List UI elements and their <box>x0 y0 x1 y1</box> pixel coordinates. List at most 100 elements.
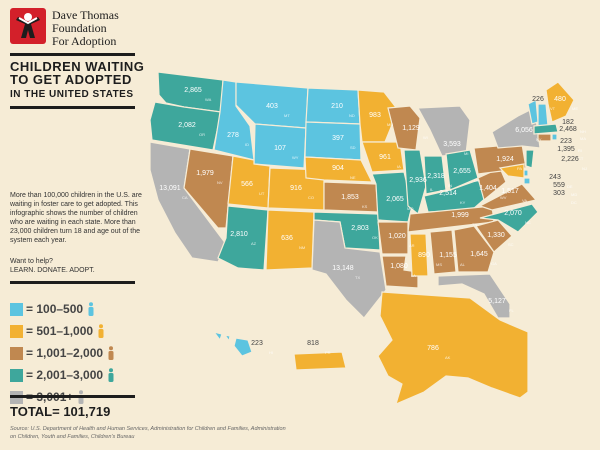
foundation-name: Dave Thomas Foundation For Adoption <box>52 9 119 48</box>
state-abbr-ar: AR <box>409 243 415 248</box>
state-abbr-va: VA <box>522 198 527 203</box>
state-abbr-ia: IA <box>397 164 401 169</box>
state-shape-ma <box>533 123 559 135</box>
state-abbr-ga: GA <box>491 261 497 266</box>
help-line2: LEARN. DONATE. ADOPT. <box>10 267 95 274</box>
state-value-wv: 1,404 <box>479 185 497 192</box>
state-abbr-nm: NM <box>299 245 305 250</box>
state-abbr-nv: NV <box>217 180 223 185</box>
state-abbr-hi: HI <box>269 350 273 355</box>
state-abbr-ca: CA <box>182 195 188 200</box>
state-abbr-dc: DC <box>571 200 577 205</box>
state-value-az: 2,810 <box>230 231 248 238</box>
legend-swatch <box>10 324 23 338</box>
state-abbr-in: IN <box>448 183 452 188</box>
state-value-nh: 182 <box>562 119 574 126</box>
state-shape-ga <box>453 225 495 273</box>
state-abbr-mo: MO <box>407 206 413 211</box>
state-value-wy: 107 <box>274 145 286 152</box>
state-abbr-md: MD <box>571 192 577 197</box>
state-shape-ar <box>377 221 409 255</box>
state-value-ne: 904 <box>332 165 344 172</box>
state-value-me: 480 <box>554 96 566 103</box>
state-abbr-ma: MA <box>580 136 586 141</box>
state-abbr-nh: NH <box>580 129 586 134</box>
title-line2: TO GET ADOPTED <box>10 72 132 87</box>
state-value-va: 1,517 <box>501 188 519 195</box>
state-shape-wy <box>253 123 307 169</box>
state-value-ia: 961 <box>379 154 391 161</box>
state-abbr-sc: SC <box>508 242 514 247</box>
state-value-wi: 1,129 <box>402 125 420 132</box>
state-abbr-co: CO <box>308 195 314 200</box>
state-value-ak: 786 <box>427 345 439 352</box>
state-value-id: 278 <box>227 132 239 139</box>
state-abbr-oh: OH <box>474 178 480 183</box>
legend-label: = 501–1,000 <box>26 324 94 338</box>
state-abbr-ok: OK <box>372 235 378 240</box>
state-abbr-ky: KY <box>460 200 466 205</box>
state-value-ca: 13,091 <box>159 185 181 192</box>
state-shape-va <box>478 183 538 211</box>
state-abbr-al: AL <box>460 262 466 267</box>
state-abbr-ct: CT <box>578 156 584 161</box>
state-value-ks: 1,853 <box>341 194 359 201</box>
state-value-vt: 226 <box>532 96 544 103</box>
state-shape-wi <box>387 105 421 151</box>
legend-rule <box>10 281 135 284</box>
state-shape-ri <box>551 133 558 141</box>
state-value-wa: 2,865 <box>184 87 202 94</box>
state-value-ga: 1,645 <box>470 251 488 258</box>
state-abbr-ak: AK <box>445 355 451 360</box>
state-abbr-nj: NJ <box>582 166 587 171</box>
state-value-hi: 223 <box>251 340 263 347</box>
state-value-ut: 566 <box>241 181 253 188</box>
state-abbr-il: IL <box>430 187 434 192</box>
state-shape-nc <box>479 203 539 233</box>
state-abbr-pr: PR <box>325 350 331 355</box>
state-value-ms: 890 <box>418 252 430 259</box>
state-abbr-la: LA <box>411 273 416 278</box>
legend-label: = 2,001–3,000 <box>26 368 104 382</box>
state-abbr-ri: RI <box>578 148 582 153</box>
state-value-in: 2,318 <box>427 173 445 180</box>
state-abbr-fl: FL <box>509 308 514 313</box>
state-shape-il <box>403 149 427 216</box>
state-abbr-mn: MN <box>387 122 393 127</box>
state-shape-ia <box>361 141 405 173</box>
help-text: Want to help? LEARN. DONATE. ADOPT. <box>10 257 145 275</box>
state-shape-hi <box>212 331 253 357</box>
state-value-tx: 13,148 <box>332 265 354 272</box>
title-line3: IN THE UNITED STATES <box>10 89 134 100</box>
state-value-de: 243 <box>549 174 561 181</box>
state-abbr-mi: MI <box>464 151 468 156</box>
state-shape-ms <box>409 233 429 277</box>
state-shape-al <box>429 229 457 275</box>
state-value-co: 916 <box>290 185 302 192</box>
foundation-name-line1: Dave Thomas <box>52 8 119 22</box>
state-abbr-de: DE <box>567 184 573 189</box>
legend-item: = 1,001–2,000 <box>10 342 115 364</box>
foundation-name-line3: For Adoption <box>52 34 117 48</box>
state-abbr-or: OR <box>199 132 205 137</box>
state-value-mn: 983 <box>369 112 381 119</box>
title-rule <box>10 106 135 109</box>
person-icon <box>98 324 104 338</box>
state-value-pr: 818 <box>307 340 319 347</box>
state-value-mo: 2,065 <box>386 196 404 203</box>
state-value-fl: 5,127 <box>488 298 506 305</box>
state-abbr-ms: MS <box>436 262 442 267</box>
state-value-or: 2,082 <box>178 122 196 129</box>
title-line1: CHILDREN WAITING <box>10 59 145 74</box>
state-shape-ne <box>304 156 373 183</box>
state-shape-mi <box>417 105 471 157</box>
state-abbr-wy: WY <box>292 155 299 160</box>
state-value-ar: 1,020 <box>388 233 406 240</box>
state-value-la: 1,080 <box>390 263 408 270</box>
intro-text: More than 100,000 children in the U.S. a… <box>10 192 142 244</box>
state-shape-dc <box>523 177 531 185</box>
state-value-pa: 1,924 <box>496 156 514 163</box>
state-value-ri: 223 <box>560 138 572 145</box>
state-value-dc: 303 <box>553 190 565 197</box>
top-rule <box>10 53 135 56</box>
